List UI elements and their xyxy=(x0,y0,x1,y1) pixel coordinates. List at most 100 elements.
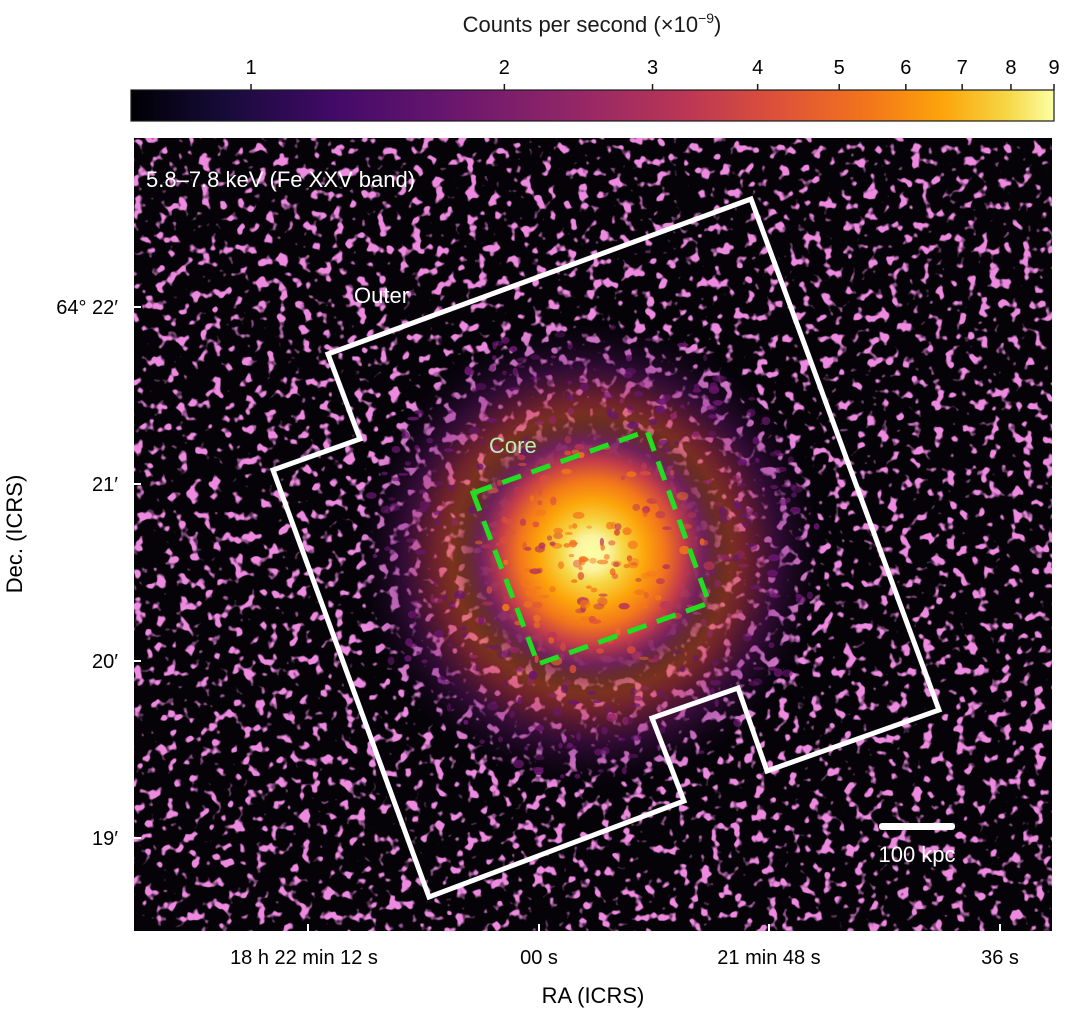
emission-blob xyxy=(599,537,605,547)
emission-blob xyxy=(618,602,630,610)
emission-blob xyxy=(711,660,720,666)
emission-blob xyxy=(566,395,574,402)
emission-blob xyxy=(388,497,396,501)
emission-blob xyxy=(384,507,392,514)
emission-blob xyxy=(703,354,708,362)
emission-blob xyxy=(770,484,779,490)
emission-blob xyxy=(501,516,508,523)
emission-blob xyxy=(448,601,456,610)
emission-blob xyxy=(614,523,622,531)
emission-blob xyxy=(733,554,740,562)
emission-blob xyxy=(478,615,485,625)
emission-blob xyxy=(611,573,619,580)
emission-blob xyxy=(479,441,487,445)
emission-blob xyxy=(365,492,377,499)
colorbar-tick-label: 3 xyxy=(647,57,658,79)
emission-blob xyxy=(505,639,512,644)
emission-blob xyxy=(537,487,543,496)
emission-blob xyxy=(767,569,778,577)
emission-blob xyxy=(519,518,527,526)
emission-blob xyxy=(620,475,626,481)
emission-blob xyxy=(523,436,529,444)
emission-blob xyxy=(642,506,650,514)
emission-blob xyxy=(709,688,716,695)
emission-blob xyxy=(530,376,542,381)
emission-blob xyxy=(619,398,624,404)
emission-blob xyxy=(718,514,731,524)
emission-blob xyxy=(446,703,452,712)
emission-blob xyxy=(708,430,716,437)
emission-blob xyxy=(651,503,659,513)
emission-blob xyxy=(499,536,509,545)
emission-blob xyxy=(437,675,446,685)
emission-blob xyxy=(517,365,526,369)
emission-blob xyxy=(468,505,476,515)
band-label: 5.8–7.8 keV (Fe XXV band) xyxy=(146,167,415,192)
emission-blob xyxy=(753,511,759,518)
emission-blob xyxy=(714,579,721,588)
emission-blob xyxy=(592,700,602,704)
colorbar: Counts per second (×10−9) 1 2 3 4 5 6 7 8 9 xyxy=(130,10,1060,122)
emission-blob xyxy=(679,545,690,555)
emission-blob xyxy=(384,546,391,551)
emission-blob xyxy=(479,739,485,744)
emission-blob xyxy=(550,355,557,359)
emission-blob xyxy=(709,382,718,392)
emission-blob xyxy=(576,732,581,741)
emission-blob xyxy=(513,759,524,769)
emission-blob xyxy=(662,564,671,570)
emission-blob xyxy=(553,527,563,534)
emission-blob xyxy=(404,655,412,662)
emission-blob xyxy=(655,510,666,519)
emission-blob xyxy=(600,387,607,393)
emission-blob xyxy=(605,705,612,714)
emission-blob xyxy=(533,614,541,622)
emission-blob xyxy=(414,444,420,451)
emission-blob xyxy=(487,702,499,711)
emission-blob xyxy=(692,431,700,438)
emission-blob xyxy=(461,625,466,631)
core-region-label: Core xyxy=(489,433,537,458)
emission-blob xyxy=(417,409,424,417)
emission-blob xyxy=(555,615,566,619)
emission-blob xyxy=(656,578,665,585)
emission-blob xyxy=(536,724,545,732)
emission-blob xyxy=(391,445,401,454)
emission-blob xyxy=(752,436,760,445)
emission-blob xyxy=(679,591,685,598)
emission-blob xyxy=(674,441,680,445)
emission-blob xyxy=(430,593,435,603)
emission-blob xyxy=(509,387,520,391)
emission-blob xyxy=(416,651,421,655)
colorbar-ticks: 1 2 3 4 5 6 7 8 9 xyxy=(245,57,1060,90)
emission-blob xyxy=(502,649,512,658)
emission-blob xyxy=(734,500,740,509)
emission-blob xyxy=(534,420,545,426)
emission-blob xyxy=(739,513,751,518)
emission-blob xyxy=(391,477,401,482)
emission-blob xyxy=(669,413,678,419)
emission-blob xyxy=(641,572,651,579)
emission-blob xyxy=(654,594,662,601)
emission-blob xyxy=(733,718,741,727)
emission-blob xyxy=(568,554,575,558)
emission-blob xyxy=(639,656,649,661)
emission-blob xyxy=(434,580,439,586)
emission-blob xyxy=(484,644,494,649)
emission-blob xyxy=(643,591,649,599)
emission-blob xyxy=(560,774,565,779)
emission-blob xyxy=(633,695,643,701)
emission-blob xyxy=(680,404,685,409)
emission-blob xyxy=(790,506,801,514)
emission-blob xyxy=(397,472,409,476)
emission-blob xyxy=(534,755,545,761)
emission-blob xyxy=(709,679,722,686)
emission-blob xyxy=(481,601,494,606)
emission-blob xyxy=(558,742,563,749)
outer-region-label: Outer xyxy=(354,283,409,308)
emission-blob xyxy=(626,555,633,562)
emission-blob xyxy=(638,380,645,389)
emission-blob xyxy=(771,593,781,599)
emission-blob xyxy=(536,646,542,652)
